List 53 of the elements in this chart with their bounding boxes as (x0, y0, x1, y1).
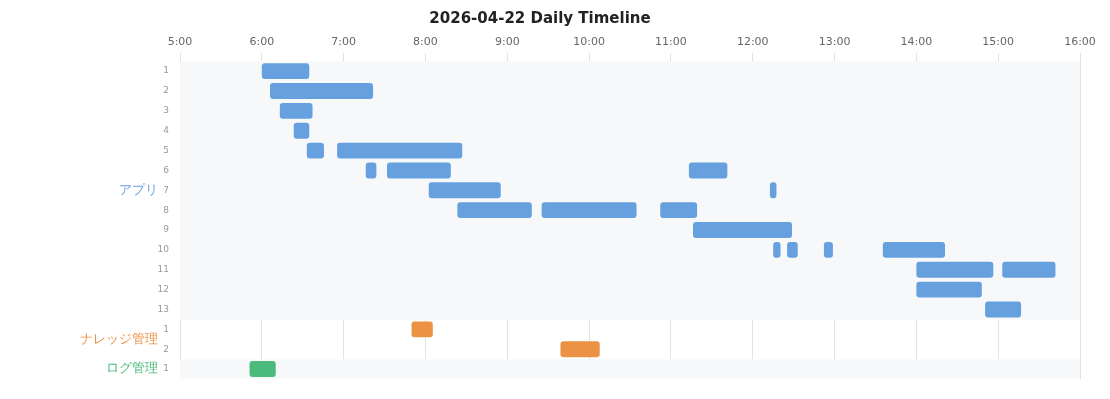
bar (985, 301, 1022, 318)
bar (541, 202, 637, 219)
y-tick-label: 1 (163, 65, 169, 76)
y-tick-label: 6 (163, 164, 170, 175)
y-tick-label: 8 (163, 204, 170, 215)
bar (428, 182, 501, 199)
y-tick-label: 5 (163, 144, 169, 155)
bar (270, 83, 374, 99)
x-tick-label: 9:00 (494, 35, 520, 49)
x-tick-label: 7:00 (331, 35, 356, 49)
x-tick-label: 5:00 (167, 35, 193, 49)
y-tick-label: 2 (163, 85, 169, 96)
bar (916, 281, 982, 298)
text: ログ管理 (106, 360, 158, 376)
y-tick-label: 3 (163, 105, 169, 116)
bar (1002, 261, 1056, 278)
y-tick-label: 9 (163, 224, 170, 235)
y-tick-label: 1 (163, 363, 169, 374)
bar (660, 202, 698, 219)
x-tick-label: 8:00 (413, 35, 438, 49)
bar (688, 162, 728, 179)
bar (337, 142, 463, 159)
bar (261, 63, 310, 80)
bar (279, 102, 313, 119)
x-tick-label: 12:00 (736, 35, 769, 49)
bar (560, 341, 600, 358)
y-tick-label: 12 (157, 283, 169, 294)
x-tick-label: 15:00 (982, 35, 1015, 49)
y-tick-label: 1 (163, 323, 169, 334)
bar (411, 321, 433, 338)
x-tick-label: 16:00 (1064, 35, 1096, 49)
text: アプリ (119, 181, 158, 197)
y-tick-label: 7 (163, 184, 169, 195)
chart-title: 2026-04-22 Daily Timeline (429, 8, 651, 27)
x-tick-label: 14:00 (900, 35, 933, 49)
text: ナレッジ管理 (80, 330, 158, 346)
bar (249, 361, 276, 378)
bar (882, 241, 945, 258)
y-tick-label: 13 (157, 303, 169, 314)
y-tick-label: 10 (157, 244, 170, 255)
bar (457, 202, 532, 219)
x-tick-label: 6:00 (249, 35, 275, 49)
x-tick-label: 10:00 (573, 35, 605, 49)
bar (306, 142, 324, 159)
x-tick-label: 13:00 (818, 35, 851, 49)
bar (916, 261, 994, 278)
y-tick-label: 11 (157, 264, 169, 275)
bar (693, 222, 792, 238)
bar (387, 162, 451, 179)
bar (293, 122, 310, 139)
x-tick-label: 11:00 (655, 35, 687, 49)
y-tick-label: 2 (163, 343, 169, 354)
y-tick-label: 4 (163, 125, 170, 136)
